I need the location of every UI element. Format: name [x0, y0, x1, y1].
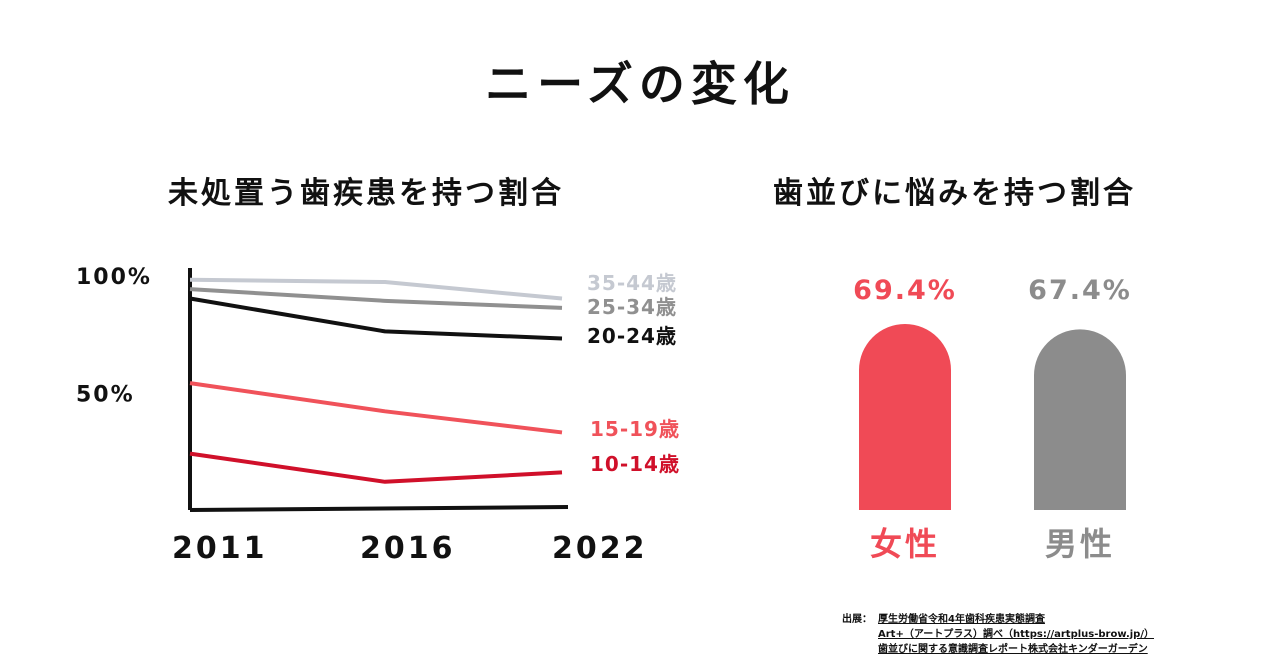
bar-女性	[859, 324, 951, 510]
series-label: 35-44歳	[587, 271, 677, 295]
bar-chart-title: 歯並びに悩みを持つ割合	[773, 176, 1136, 211]
series-line-35-44歳	[189, 277, 563, 301]
series-line-15-19歳	[189, 381, 563, 435]
bar-category-label: 男性	[1045, 525, 1115, 563]
x-tick-label: 2022	[552, 531, 648, 566]
x-tick-label: 2011	[172, 531, 268, 566]
page-title: ニーズの変化	[485, 57, 795, 111]
series-line-10-14歳	[189, 451, 563, 484]
series-label: 10-14歳	[590, 452, 680, 476]
bar-男性	[1034, 329, 1126, 510]
y-tick-label: 100%	[76, 265, 152, 290]
series-line-20-24歳	[189, 296, 563, 341]
bar-value-label: 67.4%	[1028, 275, 1132, 306]
series-label: 25-34歳	[587, 295, 677, 319]
line-chart-title: 未処置う歯疾患を持つ割合	[168, 176, 564, 211]
x-axis	[189, 505, 569, 512]
series-label: 15-19歳	[590, 417, 680, 441]
bar-value-label: 69.4%	[853, 275, 957, 306]
series-label: 20-24歳	[587, 324, 677, 348]
x-tick-label: 2016	[360, 531, 456, 566]
source-line-2: Art+（アートプラス）調べ（https://artplus-brow.jp/）	[878, 629, 1154, 640]
source-prefix: 出展：	[842, 614, 872, 625]
source-line-1: 厚生労働省令和4年歯科疾患実態調査	[878, 614, 1045, 625]
source-line-3: 歯並びに関する意識調査レポート株式会社キンダーガーデン	[878, 644, 1148, 655]
y-tick-label: 50%	[76, 383, 135, 408]
series-line-25-34歳	[189, 287, 563, 310]
bar-category-label: 女性	[870, 525, 940, 563]
